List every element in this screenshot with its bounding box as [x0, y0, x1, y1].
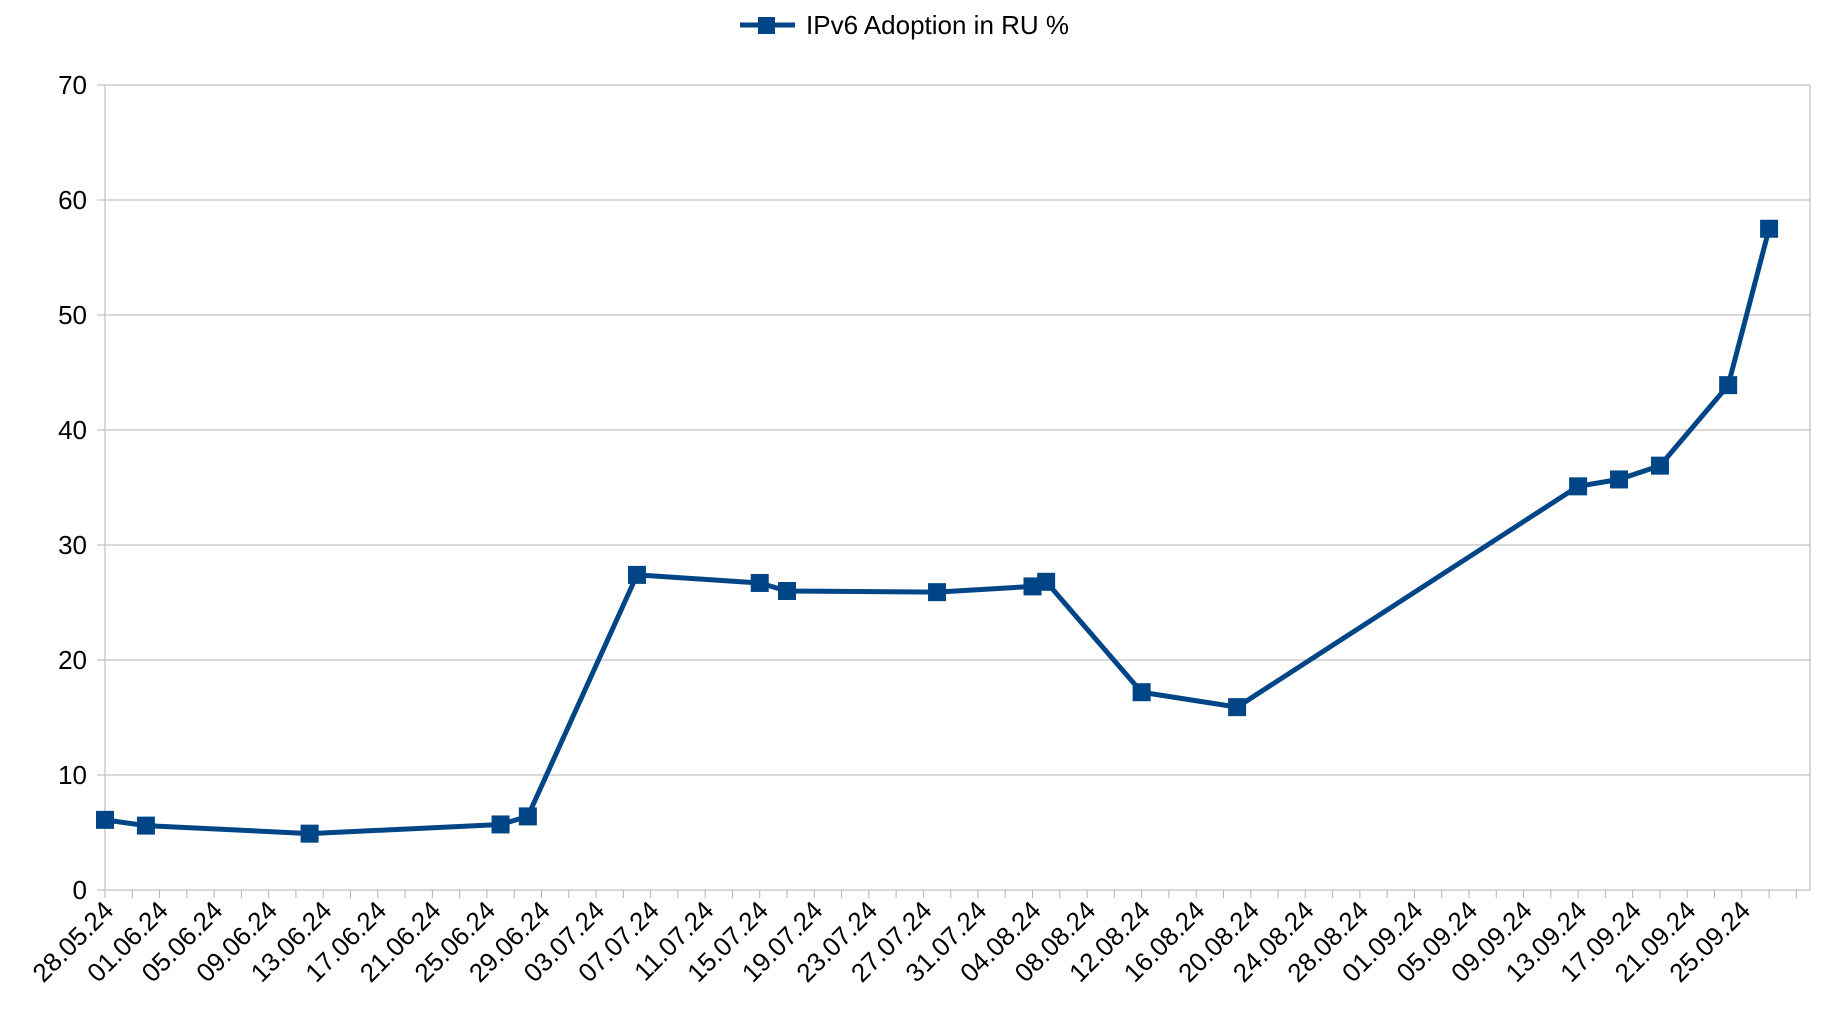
- data-point-marker: [1023, 577, 1042, 596]
- y-tick-label: 40: [58, 415, 87, 445]
- y-tick-label: 30: [58, 530, 87, 560]
- data-point-marker: [300, 824, 319, 843]
- data-point-marker: [1719, 376, 1738, 395]
- data-point-marker: [1610, 470, 1629, 489]
- data-point-marker: [778, 582, 796, 600]
- data-point-marker: [136, 816, 155, 835]
- data-point-marker: [1650, 456, 1669, 475]
- data-point-marker: [928, 583, 947, 602]
- y-tick-label: 10: [58, 760, 87, 790]
- data-point-marker: [1037, 572, 1056, 591]
- legend-label: IPv6 Adoption in RU %: [806, 10, 1069, 40]
- data-point-marker: [1569, 477, 1588, 496]
- legend-marker-swatch: [758, 17, 775, 34]
- gridlines: [105, 84, 1810, 776]
- y-tick-label: 0: [73, 875, 87, 905]
- data-point-marker: [627, 565, 646, 584]
- data-point-marker: [1760, 219, 1779, 238]
- data-point-marker: [96, 810, 114, 829]
- data-point-marker: [1228, 698, 1247, 717]
- y-tick-label: 20: [58, 645, 87, 675]
- y-tick-label: 50: [58, 300, 87, 330]
- axes: [97, 84, 1811, 898]
- y-tick-label: 60: [58, 185, 87, 215]
- data-point-marker: [491, 815, 510, 834]
- data-point-marker: [1132, 683, 1151, 702]
- data-point-marker: [518, 807, 537, 826]
- series-layer: [96, 219, 1779, 843]
- legend: IPv6 Adoption in RU %: [740, 10, 1069, 40]
- data-point-marker: [750, 573, 769, 592]
- y-tick-label: 70: [58, 70, 87, 100]
- y-axis-tick-labels: 0 10 20 30 40 50 60 70: [58, 70, 87, 905]
